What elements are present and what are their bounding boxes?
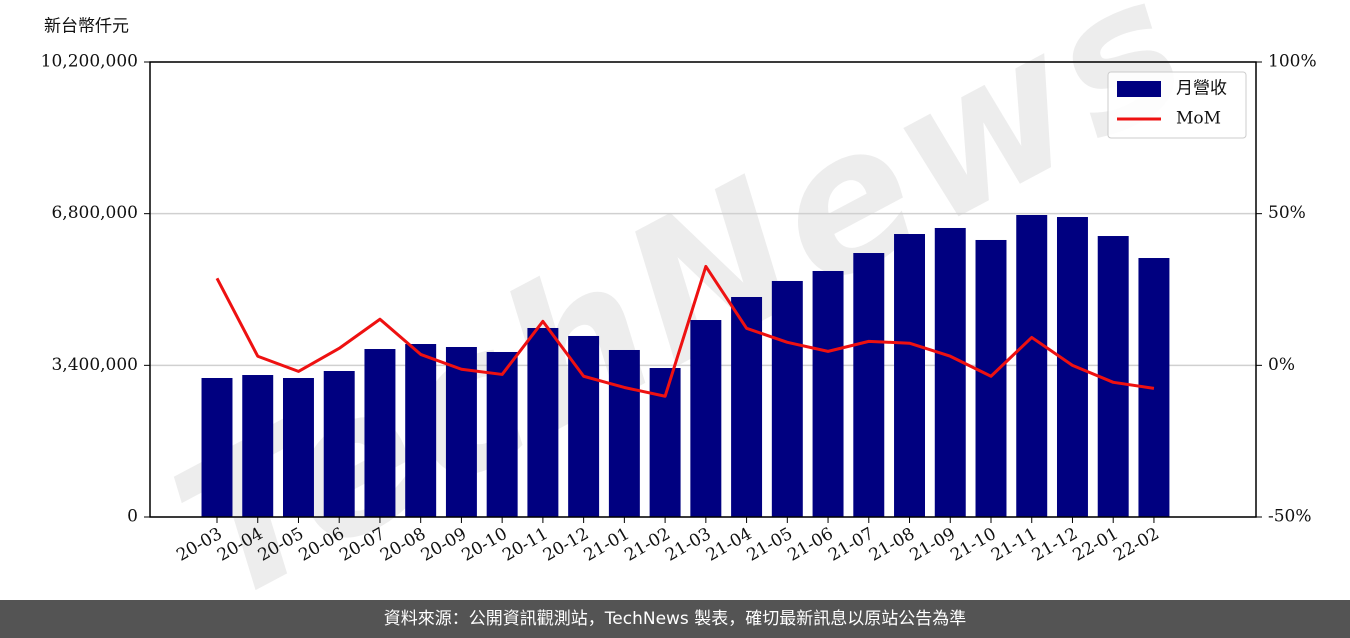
y2-tick-label: 100% xyxy=(1268,52,1317,72)
bar xyxy=(649,368,681,517)
bar xyxy=(282,378,314,517)
x-tick-label: 22-01 xyxy=(1070,524,1122,566)
x-tick-label: 21-11 xyxy=(988,524,1040,566)
bar xyxy=(771,280,803,517)
legend-swatch xyxy=(1117,81,1161,97)
legend: 月營收 MoM xyxy=(1107,71,1247,139)
bar xyxy=(1016,215,1048,518)
bar xyxy=(201,378,233,517)
bar xyxy=(323,370,355,517)
x-tick-label: 21-04 xyxy=(703,524,755,566)
bar xyxy=(975,239,1007,517)
legend-label: MoM xyxy=(1176,109,1221,129)
x-tick-label: 21-01 xyxy=(581,524,633,566)
x-tick-label: 21-10 xyxy=(947,524,999,566)
x-tick-label: 21-09 xyxy=(907,524,959,566)
x-tick-label: 21-08 xyxy=(866,524,918,566)
x-tick-label: 21-07 xyxy=(825,524,877,566)
bar xyxy=(568,335,600,517)
y-tick-label: 0 xyxy=(127,507,138,527)
x-tick-label: 21-12 xyxy=(1029,524,1081,566)
x-tick-label: 21-02 xyxy=(621,524,673,566)
line xyxy=(215,264,1155,398)
bar xyxy=(690,320,722,517)
y-tick-label: 6,800,000 xyxy=(51,203,138,223)
chart: 新台幣仟元 TechNews03,400,0006,800,00010,200,… xyxy=(41,0,1317,600)
y2-tick-label: 50% xyxy=(1268,203,1306,223)
y-tick-label: 10,200,000 xyxy=(41,52,138,72)
x-tick-label: 20-10 xyxy=(458,524,510,566)
y2-tick-label: -50% xyxy=(1268,507,1312,527)
y-axis-label: 新台幣仟元 xyxy=(44,17,129,37)
x-tick-label: 22-02 xyxy=(1110,524,1162,566)
bar xyxy=(731,296,763,517)
bar xyxy=(242,375,274,517)
bar xyxy=(445,346,477,517)
bar xyxy=(405,344,437,517)
y-tick-label: 3,400,000 xyxy=(51,355,138,375)
bar xyxy=(486,351,518,517)
bar xyxy=(527,327,559,517)
x-tick-label: 21-03 xyxy=(662,524,714,566)
legend-label: 月營收 xyxy=(1176,79,1227,99)
bar xyxy=(853,253,885,517)
bar xyxy=(364,349,396,517)
x-tick-label: 20-12 xyxy=(540,524,592,566)
plot-frame xyxy=(149,61,1257,518)
footer: 資料來源：公開資訊觀測站，TechNews 製表，確切最新訊息以原站公告為準 xyxy=(0,600,1350,638)
bar xyxy=(894,234,926,517)
bar xyxy=(608,349,640,517)
x-tick-label: 20-11 xyxy=(499,524,551,566)
x-tick-label: 21-06 xyxy=(784,524,836,566)
bar xyxy=(1056,217,1088,517)
bar xyxy=(812,270,844,517)
y2-tick-label: 0% xyxy=(1268,355,1295,375)
bar xyxy=(934,227,966,517)
x-tick-label: 21-05 xyxy=(744,524,796,566)
